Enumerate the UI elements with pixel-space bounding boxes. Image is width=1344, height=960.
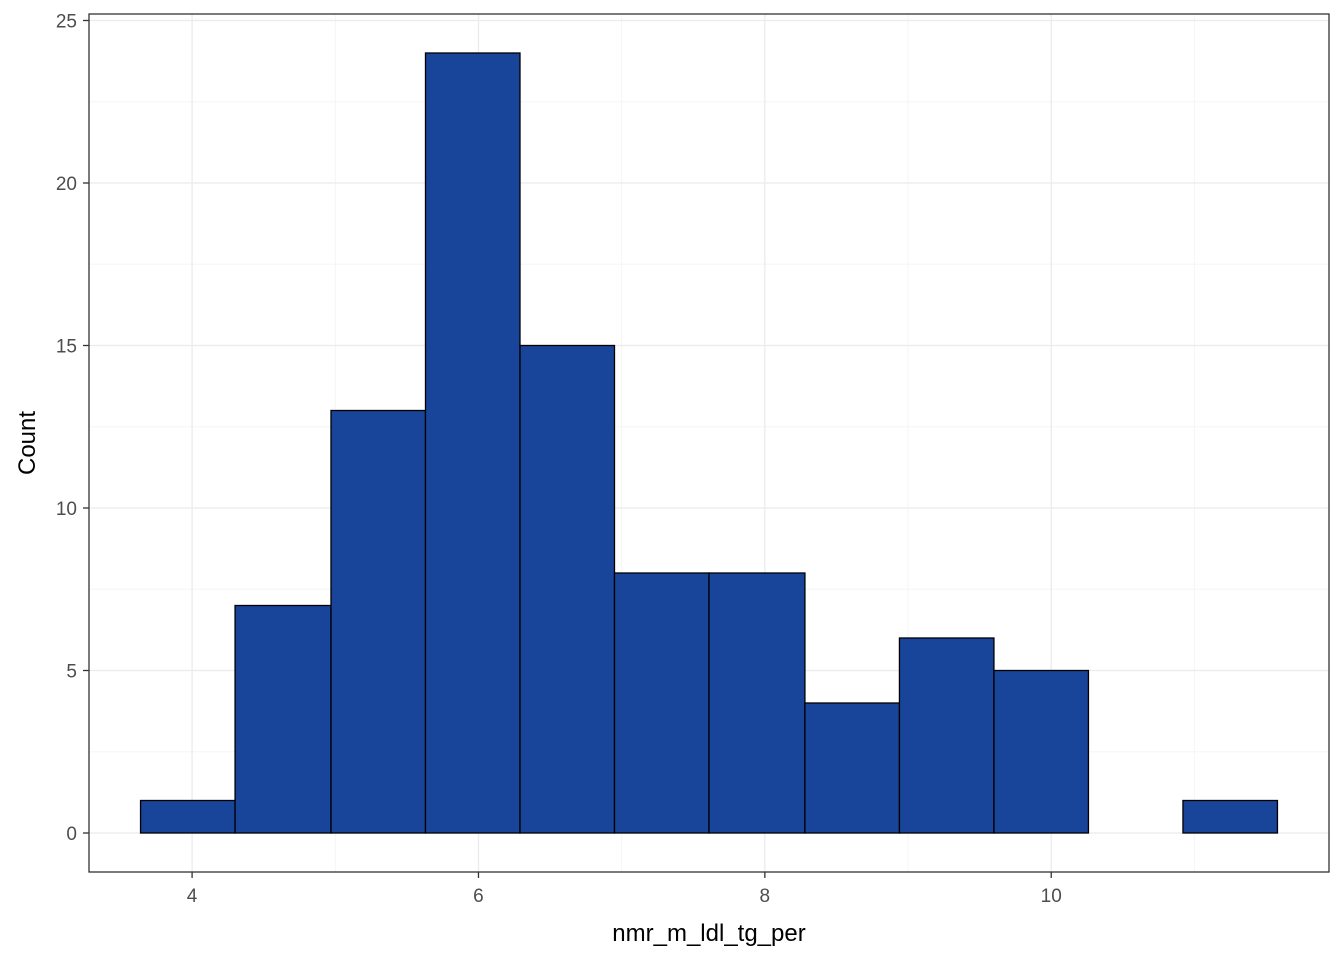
histogram-bar [519,344,616,834]
histogram-bar [330,409,427,834]
panel-border [88,13,1330,873]
x-axis-title: nmr_m_ldl_tg_per [612,920,805,947]
x-tick-label: 8 [760,886,771,907]
y-axis-title: Count [14,411,41,475]
y-tick-label: 15 [56,337,77,358]
histogram-bar [424,52,521,834]
histogram-bar [898,637,995,834]
y-tick-label: 0 [66,824,77,845]
x-tick-label: 6 [473,886,484,907]
histogram-bar [613,572,710,834]
histogram-bar [993,669,1090,834]
histogram-bar [1182,799,1279,834]
y-tick-label: 25 [56,12,77,33]
y-tick-label: 10 [56,499,77,520]
y-tick-label: 5 [66,662,77,683]
histogram-bars [139,52,1279,834]
y-tick-label: 20 [56,174,77,195]
histogram-bar [139,799,236,834]
x-axis: 4 6 8 10 [187,872,1062,907]
x-tick-label: 4 [187,886,198,907]
histogram-bar [234,604,332,834]
y-axis: 0 5 10 15 20 25 [56,12,89,845]
histogram-bar [708,572,806,834]
histogram-bar [804,702,901,834]
x-tick-label: 10 [1041,886,1062,907]
